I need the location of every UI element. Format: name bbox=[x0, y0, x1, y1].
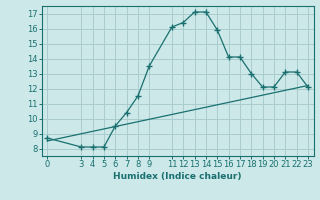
X-axis label: Humidex (Indice chaleur): Humidex (Indice chaleur) bbox=[113, 172, 242, 181]
